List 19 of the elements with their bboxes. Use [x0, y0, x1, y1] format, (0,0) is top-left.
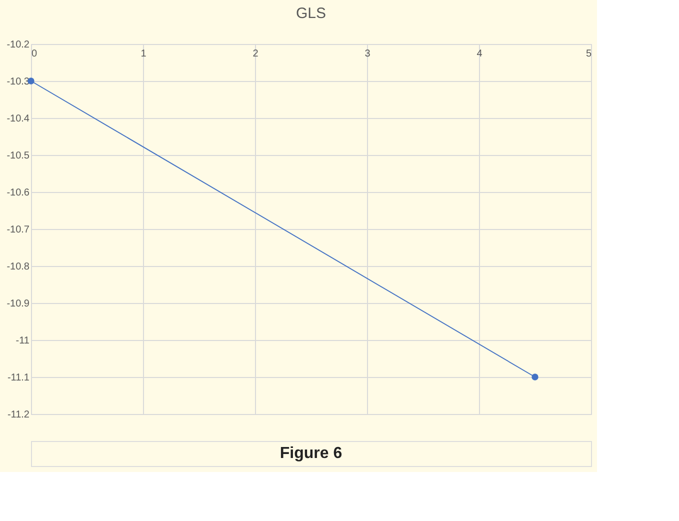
x-tick-label: 5 [586, 48, 592, 60]
y-tick-label: -10.3 [6, 76, 30, 88]
y-tick-label: -10.8 [6, 262, 30, 272]
y-tick-label: -10.6 [6, 188, 30, 198]
x-tick-label: 3 [364, 48, 371, 60]
y-tick-label: -10.7 [6, 224, 30, 236]
y-tick-label: -10.4 [6, 114, 30, 124]
x-tick-label: 0 [32, 48, 38, 60]
x-tick-label: 2 [252, 48, 259, 60]
chart-title: GLS [296, 5, 326, 22]
y-tick-label: -11.2 [7, 410, 30, 420]
x-tick-label: 1 [140, 48, 147, 60]
x-tick-label: 4 [476, 48, 483, 60]
y-tick-label: -11 [16, 336, 30, 346]
y-tick-label: -10.5 [6, 150, 30, 162]
y-tick-label: -11.1 [7, 372, 30, 384]
caption: Figure 6 [280, 445, 342, 462]
y-tick-label: -10.9 [6, 298, 30, 310]
y-tick-label: -10.2 [6, 40, 30, 50]
